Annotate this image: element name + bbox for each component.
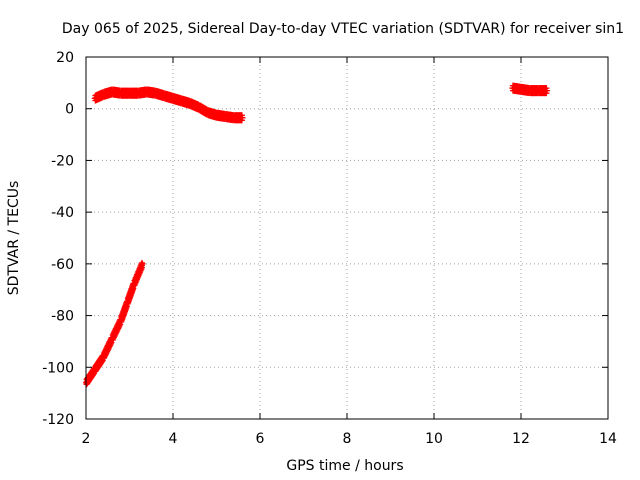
x-tick-label: 2 [82, 431, 91, 447]
y-tick-label: -100 [42, 360, 74, 376]
x-tick-label: 6 [256, 431, 265, 447]
y-axis-label: SDTVAR / TECUs [6, 181, 22, 296]
x-tick-label: 10 [425, 431, 443, 447]
data-point-fill [116, 322, 123, 329]
x-tick-label: 8 [343, 431, 352, 447]
y-tick-label: -120 [42, 412, 74, 428]
x-tick-label: 4 [169, 431, 178, 447]
data-point-fill [107, 340, 114, 347]
data-point [139, 260, 146, 267]
data-point [239, 114, 246, 121]
x-axis-label: GPS time / hours [286, 458, 403, 474]
grid-lines [86, 57, 608, 419]
data-point-fill [99, 358, 106, 365]
y-tick-label: -60 [51, 257, 74, 273]
y-tick-label: 20 [56, 50, 74, 66]
y-tick-label: -80 [51, 309, 74, 325]
axis-ticks: 2 4 6 8 10 12 14 20 0 -20 -40 -60 -80 -100 -120 [42, 50, 617, 447]
data-point-fill [138, 264, 145, 271]
x-tick-label: 14 [599, 431, 617, 447]
y-tick-label: 0 [65, 102, 74, 118]
data-point [544, 87, 551, 94]
data-points [83, 82, 551, 388]
chart-title: Day 065 of 2025, Sidereal Day-to-day VTE… [62, 21, 624, 37]
x-tick-label: 12 [512, 431, 530, 447]
y-tick-label: -20 [51, 153, 74, 169]
y-tick-label: -40 [51, 205, 74, 221]
